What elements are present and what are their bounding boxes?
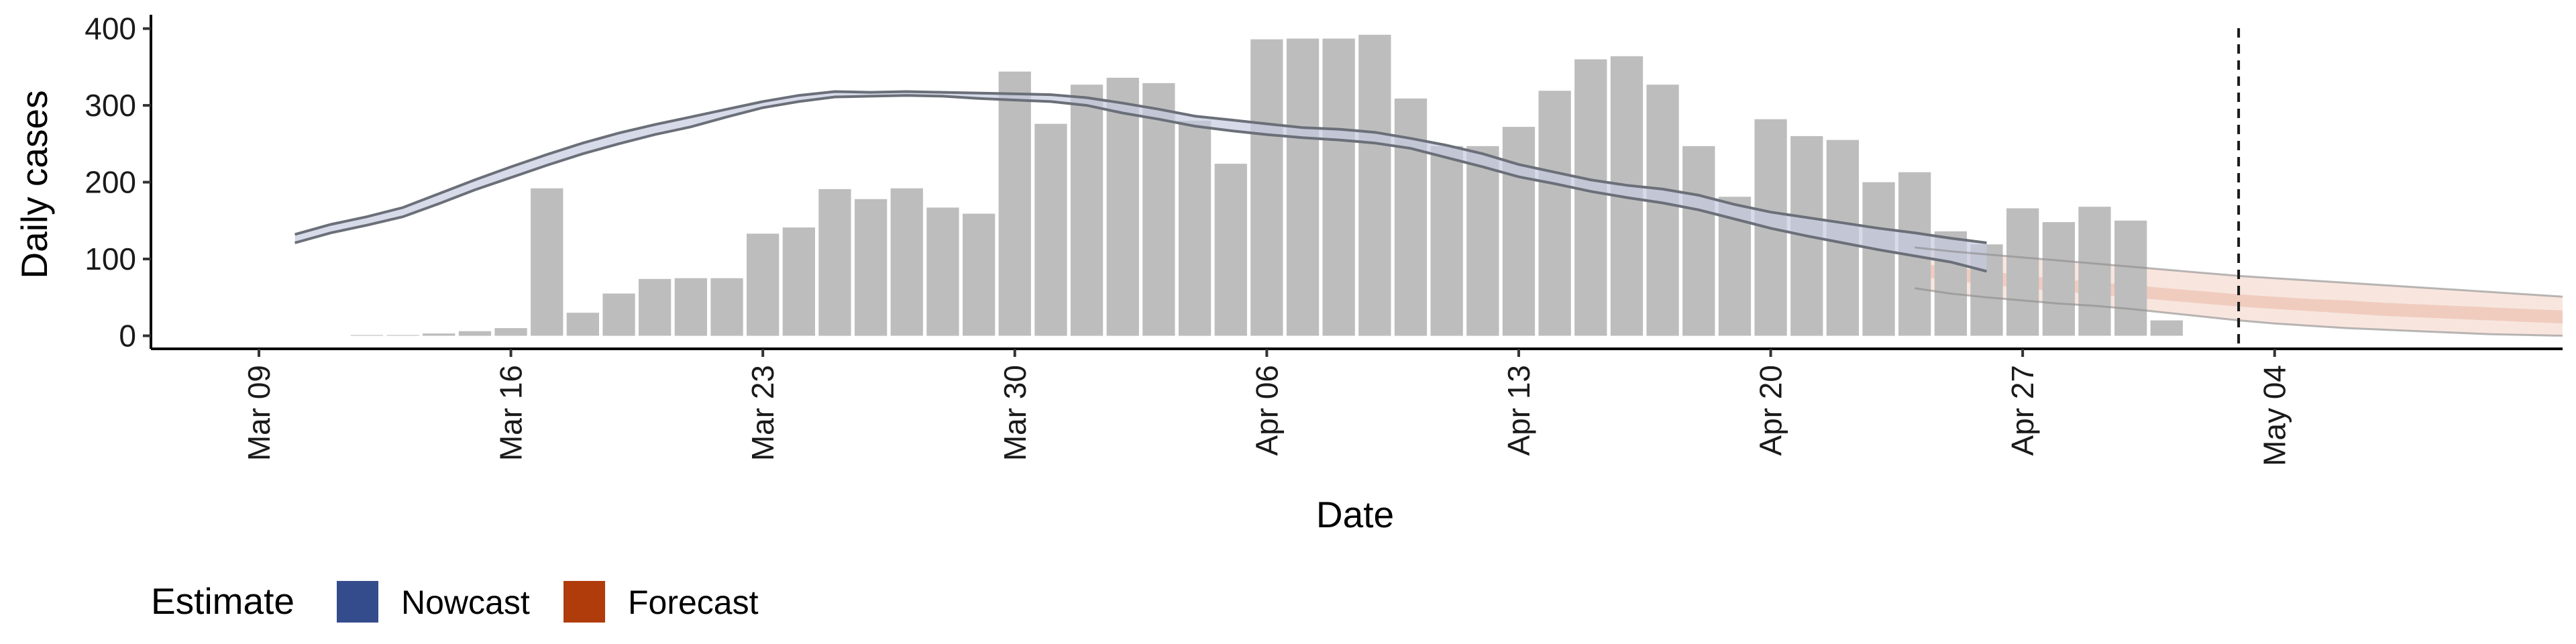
- legend-swatch-forecast: [564, 581, 605, 623]
- legend-title: Estimate: [151, 580, 294, 622]
- y-tick-label: 200: [85, 165, 136, 200]
- case-bar: [1862, 182, 1895, 336]
- case-bar: [747, 233, 780, 336]
- legend-label-nowcast: Nowcast: [401, 584, 530, 621]
- case-bar: [1322, 38, 1355, 336]
- case-bar: [423, 333, 455, 336]
- case-bar: [1214, 164, 1247, 336]
- legend-swatch-nowcast: [337, 581, 378, 623]
- x-tick-label: Apr 20: [1754, 365, 1788, 456]
- case-bar: [926, 207, 959, 336]
- y-axis-ticks: 0 100 200 300 400: [85, 11, 151, 354]
- case-bar: [1178, 121, 1212, 336]
- case-bar: [890, 188, 923, 336]
- case-bar: [1646, 85, 1679, 336]
- y-tick-label: 100: [85, 241, 136, 276]
- case-bar: [2078, 207, 2111, 336]
- nowcast-lower-line: [294, 94, 1987, 273]
- x-tick-label: Mar 16: [494, 365, 529, 461]
- x-axis-ticks: Mar 09 Mar 16 Mar 23 Mar 30 Apr 06 Apr 13 Apr …: [241, 349, 2292, 466]
- case-bar: [2114, 220, 2147, 336]
- case-bar: [1574, 59, 1607, 336]
- case-bar: [2042, 222, 2075, 336]
- forecast-inner-band: [1915, 262, 2563, 324]
- case-bar: [602, 293, 635, 336]
- case-bar: [1538, 91, 1571, 336]
- case-bars: [350, 34, 2183, 336]
- x-tick-label: Apr 27: [2005, 365, 2040, 456]
- y-axis-title: Daily cases: [13, 90, 55, 278]
- nowcast-upper-line: [294, 90, 1987, 244]
- case-bar: [1394, 98, 1428, 336]
- x-tick-label: Mar 30: [998, 365, 1032, 461]
- x-tick-label: Mar 09: [241, 365, 276, 461]
- x-axis-title: Date: [1316, 494, 1394, 535]
- case-bar: [1286, 38, 1320, 336]
- case-bar: [1106, 77, 1139, 336]
- y-tick-label: 0: [119, 319, 136, 354]
- case-bar: [458, 331, 492, 336]
- case-bar: [1250, 39, 1283, 336]
- case-bar: [963, 213, 996, 336]
- case-bar: [674, 278, 707, 336]
- case-bar: [998, 71, 1031, 336]
- case-bar: [818, 189, 851, 336]
- case-bar: [1682, 146, 1715, 336]
- case-bar: [1034, 123, 1067, 336]
- legend-label-forecast: Forecast: [628, 584, 759, 621]
- y-tick-label: 300: [85, 88, 136, 123]
- case-bar: [782, 227, 815, 336]
- case-bar: [710, 278, 743, 336]
- case-bar: [1142, 83, 1175, 336]
- case-bar: [1430, 146, 1463, 336]
- x-tick-label: Apr 06: [1249, 365, 1284, 456]
- case-bar: [494, 328, 527, 336]
- case-bar: [531, 188, 564, 336]
- y-tick-label: 400: [85, 11, 136, 46]
- case-bar: [855, 199, 888, 336]
- case-bar: [566, 313, 599, 336]
- x-tick-label: Mar 23: [745, 365, 780, 461]
- case-bar: [1358, 34, 1391, 336]
- case-bar: [639, 278, 672, 336]
- case-bar: [2006, 208, 2039, 336]
- case-bar: [1502, 127, 1536, 336]
- case-bar: [2150, 320, 2183, 336]
- legend: Estimate Nowcast Forecast: [151, 580, 759, 623]
- x-tick-label: May 04: [2257, 365, 2292, 466]
- case-bar: [1070, 85, 1104, 336]
- case-bar: [1466, 146, 1499, 336]
- x-tick-label: Apr 13: [1501, 365, 1536, 456]
